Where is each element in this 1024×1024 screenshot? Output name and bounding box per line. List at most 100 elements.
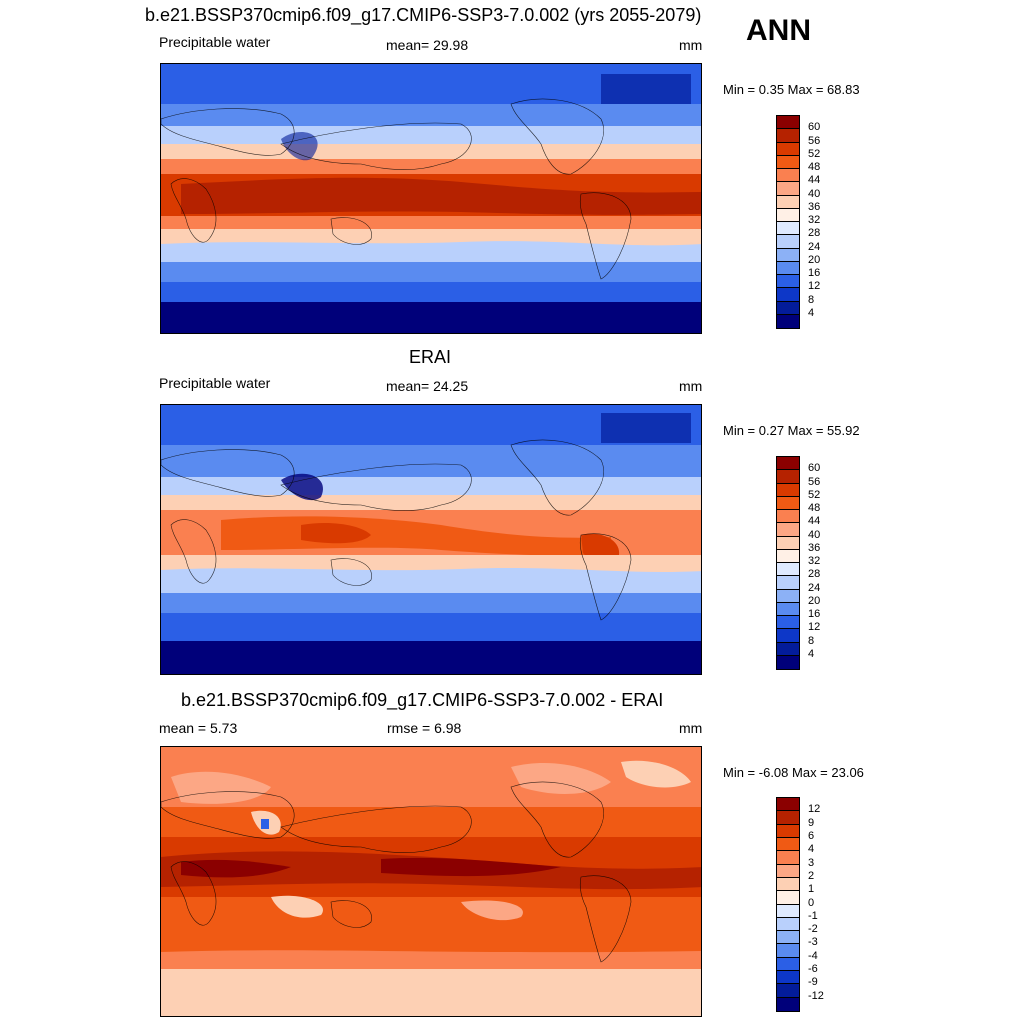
colorbar-swatch bbox=[777, 798, 799, 812]
colorbar-tick-label: 56 bbox=[808, 475, 821, 488]
colorbar-tick-label: -12 bbox=[808, 989, 824, 1002]
panel-2-mean-label: mean= 24.25 bbox=[386, 378, 469, 394]
colorbar-tick-label: 60 bbox=[808, 121, 821, 134]
colorbar-swatch bbox=[777, 851, 799, 865]
colorbar-swatch bbox=[777, 602, 799, 616]
colorbar-tick-label: 16 bbox=[808, 608, 821, 620]
panel-2-units-label: mm bbox=[679, 378, 703, 394]
colorbar-swatch bbox=[777, 891, 799, 905]
colorbar-tick-label: 1 bbox=[808, 883, 815, 896]
colorbar-tick-label: 44 bbox=[808, 515, 821, 528]
colorbar-swatch bbox=[777, 655, 799, 669]
panel-1-minmax-label: Min = 0.35 Max = 68.83 bbox=[723, 82, 860, 97]
colorbar-swatch bbox=[777, 864, 799, 878]
colorbar-tick-label: -1 bbox=[808, 909, 818, 922]
panel-3-minmax-label: Min = -6.08 Max = 23.06 bbox=[723, 765, 864, 780]
colorbar-swatch bbox=[777, 971, 799, 985]
colorbar-tick-label: -4 bbox=[808, 949, 818, 962]
colorbar-swatch bbox=[777, 824, 799, 838]
colorbar-swatch bbox=[777, 275, 799, 289]
colorbar-swatch bbox=[777, 877, 799, 892]
panel-1-variable-label: Precipitable water bbox=[159, 34, 271, 50]
colorbar-tick-label: 60 bbox=[808, 462, 821, 475]
colorbar-swatch bbox=[777, 129, 799, 143]
colorbar-tick-label: 3 bbox=[808, 856, 815, 869]
colorbar-tick-label: 4 bbox=[808, 647, 815, 660]
colorbar-swatch bbox=[777, 182, 799, 196]
colorbar-tick-label: -3 bbox=[808, 936, 818, 949]
colorbar-swatch bbox=[777, 576, 799, 590]
colorbar-swatch bbox=[777, 510, 799, 524]
colorbar-tick-label: 40 bbox=[808, 528, 821, 541]
colorbar-swatch bbox=[777, 629, 799, 643]
colorbar-swatch bbox=[777, 155, 799, 169]
colorbar-swatch bbox=[777, 288, 799, 302]
colorbar-swatch bbox=[777, 248, 799, 262]
panel-3-mean-label: mean = 5.73 bbox=[159, 720, 238, 736]
panel-3-units-label: mm bbox=[679, 720, 703, 736]
colorbar-tick-label: 36 bbox=[808, 200, 821, 213]
colorbar-swatch bbox=[777, 169, 799, 183]
colorbar-swatch bbox=[777, 496, 799, 510]
colorbar-tick-label: 4 bbox=[808, 306, 815, 319]
colorbar-swatch bbox=[777, 483, 799, 497]
colorbar-tick-label: 2 bbox=[808, 869, 815, 882]
colorbar-tick-label: 12 bbox=[808, 621, 821, 634]
panel-2-minmax-label: Min = 0.27 Max = 55.92 bbox=[723, 423, 860, 438]
colorbar-swatch bbox=[777, 984, 799, 998]
colorbar-swatch bbox=[777, 944, 799, 958]
colorbar-tick-label: 24 bbox=[808, 581, 821, 594]
colorbar-swatch bbox=[777, 957, 799, 972]
colorbar-tick-label: 12 bbox=[808, 280, 821, 293]
colorbar-swatch bbox=[777, 837, 799, 852]
panel-1-map bbox=[160, 63, 702, 334]
panel-2-variable-label: Precipitable water bbox=[159, 375, 271, 391]
colorbar-swatch bbox=[777, 931, 799, 945]
colorbar-swatch bbox=[777, 116, 799, 130]
colorbar-swatch bbox=[777, 142, 799, 156]
colorbar-tick-label: 48 bbox=[808, 161, 821, 173]
panel-3-rmse-label: rmse = 6.98 bbox=[387, 720, 462, 736]
colorbar-swatch bbox=[777, 470, 799, 484]
colorbar-swatch bbox=[777, 549, 799, 563]
colorbar-swatch bbox=[777, 301, 799, 315]
colorbar-swatch bbox=[777, 222, 799, 236]
colorbar-tick-label: 4 bbox=[808, 843, 815, 856]
colorbar-swatch bbox=[777, 457, 799, 471]
colorbar-tick-label: 20 bbox=[808, 253, 821, 266]
colorbar-tick-label: 52 bbox=[808, 488, 821, 501]
colorbar-swatch bbox=[777, 235, 799, 249]
colorbar-swatch bbox=[777, 208, 799, 222]
colorbar-tick-label: 40 bbox=[808, 187, 821, 200]
colorbar-tick-label: -2 bbox=[808, 923, 818, 936]
panel-2-title: ERAI bbox=[409, 347, 452, 367]
colorbar-tick-label: 48 bbox=[808, 502, 821, 514]
panel-1-mean-label: mean= 29.98 bbox=[386, 37, 469, 53]
colorbar-tick-label: 52 bbox=[808, 147, 821, 160]
colorbar-swatch bbox=[777, 589, 799, 603]
colorbar-swatch bbox=[777, 904, 799, 918]
colorbar-tick-label: 32 bbox=[808, 555, 821, 567]
panel-1-units-label: mm bbox=[679, 37, 703, 53]
colorbar-tick-label: 56 bbox=[808, 134, 821, 147]
colorbar-tick-label: 8 bbox=[808, 293, 815, 306]
colorbar-swatch bbox=[777, 811, 799, 825]
colorbar-tick-label: -6 bbox=[808, 963, 818, 976]
panel-3-colorbar bbox=[776, 797, 800, 1012]
colorbar-tick-label: 12 bbox=[808, 803, 821, 816]
colorbar-swatch bbox=[777, 536, 799, 550]
colorbar-tick-label: 16 bbox=[808, 267, 821, 279]
colorbar-tick-label: 0 bbox=[808, 896, 815, 909]
colorbar-tick-label: 6 bbox=[808, 829, 815, 842]
panel-1-colorbar bbox=[776, 115, 800, 329]
panel-3-title: b.e21.BSSP370cmip6.f09_g17.CMIP6-SSP3-7.… bbox=[181, 690, 664, 710]
colorbar-swatch bbox=[777, 523, 799, 537]
colorbar-swatch bbox=[777, 563, 799, 577]
colorbar-tick-label: 44 bbox=[808, 174, 821, 187]
colorbar-tick-label: 32 bbox=[808, 214, 821, 226]
colorbar-tick-label: -9 bbox=[808, 976, 818, 989]
colorbar-tick-label: 36 bbox=[808, 541, 821, 554]
colorbar-swatch bbox=[777, 314, 799, 328]
colorbar-tick-label: 8 bbox=[808, 634, 815, 647]
colorbar-tick-label: 20 bbox=[808, 594, 821, 607]
